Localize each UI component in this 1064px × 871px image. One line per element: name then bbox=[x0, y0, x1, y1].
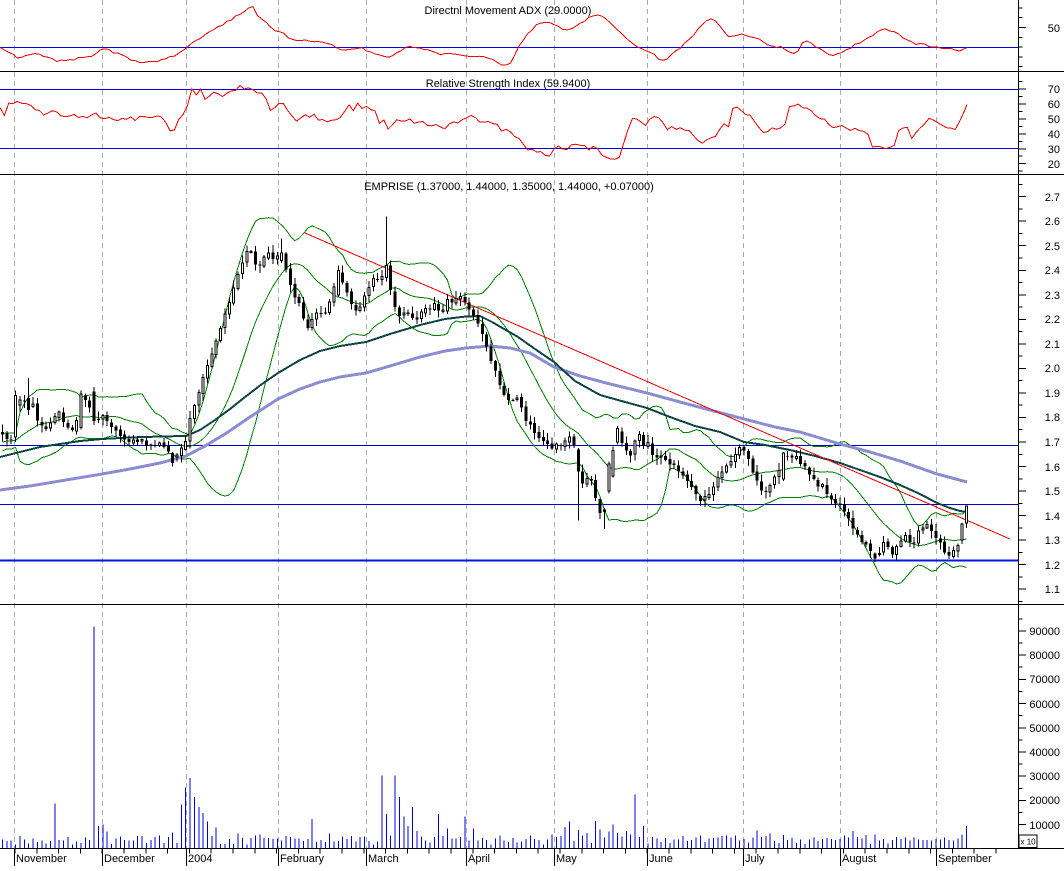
svg-text:50000: 50000 bbox=[1029, 723, 1060, 735]
svg-text:Directnl Movement ADX (29.0000: Directnl Movement ADX (29.0000) bbox=[425, 5, 592, 17]
svg-text:2.3: 2.3 bbox=[1045, 290, 1060, 302]
svg-text:70000: 70000 bbox=[1029, 674, 1060, 686]
svg-text:50: 50 bbox=[1048, 114, 1060, 126]
svg-text:1.9: 1.9 bbox=[1045, 388, 1060, 400]
svg-text:60: 60 bbox=[1048, 99, 1060, 111]
svg-text:90000: 90000 bbox=[1029, 626, 1060, 638]
svg-text:2.5: 2.5 bbox=[1045, 241, 1060, 253]
svg-text:Relative Strength Index (59.94: Relative Strength Index (59.9400) bbox=[426, 78, 591, 90]
svg-text:1.1: 1.1 bbox=[1045, 584, 1060, 596]
svg-text:1.5: 1.5 bbox=[1045, 486, 1060, 498]
svg-text:June: June bbox=[649, 853, 673, 865]
svg-text:September: September bbox=[938, 853, 992, 865]
svg-text:May: May bbox=[556, 853, 577, 865]
svg-text:1.4: 1.4 bbox=[1045, 511, 1060, 523]
svg-text:November: November bbox=[16, 853, 67, 865]
svg-text:April: April bbox=[468, 853, 490, 865]
svg-text:2.2: 2.2 bbox=[1045, 314, 1060, 326]
svg-text:30000: 30000 bbox=[1029, 771, 1060, 783]
svg-text:1.8: 1.8 bbox=[1045, 412, 1060, 424]
svg-text:70: 70 bbox=[1048, 84, 1060, 96]
svg-text:July: July bbox=[745, 853, 765, 865]
svg-text:EMPRISE (1.37000, 1.44000, 1.3: EMPRISE (1.37000, 1.44000, 1.35000, 1.44… bbox=[364, 181, 654, 193]
svg-text:30: 30 bbox=[1048, 144, 1060, 156]
svg-text:60000: 60000 bbox=[1029, 699, 1060, 711]
svg-text:2.0: 2.0 bbox=[1045, 363, 1060, 375]
svg-text:80000: 80000 bbox=[1029, 650, 1060, 662]
svg-text:x 10: x 10 bbox=[1021, 838, 1037, 847]
svg-text:2004: 2004 bbox=[188, 853, 212, 865]
svg-text:20000: 20000 bbox=[1029, 795, 1060, 807]
svg-text:2.1: 2.1 bbox=[1045, 339, 1060, 351]
svg-text:10000: 10000 bbox=[1029, 820, 1060, 832]
svg-text:March: March bbox=[368, 853, 399, 865]
svg-text:February: February bbox=[280, 853, 325, 865]
svg-text:1.2: 1.2 bbox=[1045, 560, 1060, 572]
svg-text:1.3: 1.3 bbox=[1045, 535, 1060, 547]
svg-text:20: 20 bbox=[1048, 159, 1060, 171]
svg-text:1.7: 1.7 bbox=[1045, 437, 1060, 449]
svg-text:50: 50 bbox=[1048, 23, 1060, 35]
svg-text:December: December bbox=[104, 853, 155, 865]
svg-text:40000: 40000 bbox=[1029, 747, 1060, 759]
svg-text:2.7: 2.7 bbox=[1045, 192, 1060, 204]
svg-text:2.4: 2.4 bbox=[1045, 265, 1060, 277]
svg-text:2.6: 2.6 bbox=[1045, 216, 1060, 228]
svg-text:40: 40 bbox=[1048, 129, 1060, 141]
svg-text:August: August bbox=[842, 853, 876, 865]
svg-text:1.6: 1.6 bbox=[1045, 462, 1060, 474]
